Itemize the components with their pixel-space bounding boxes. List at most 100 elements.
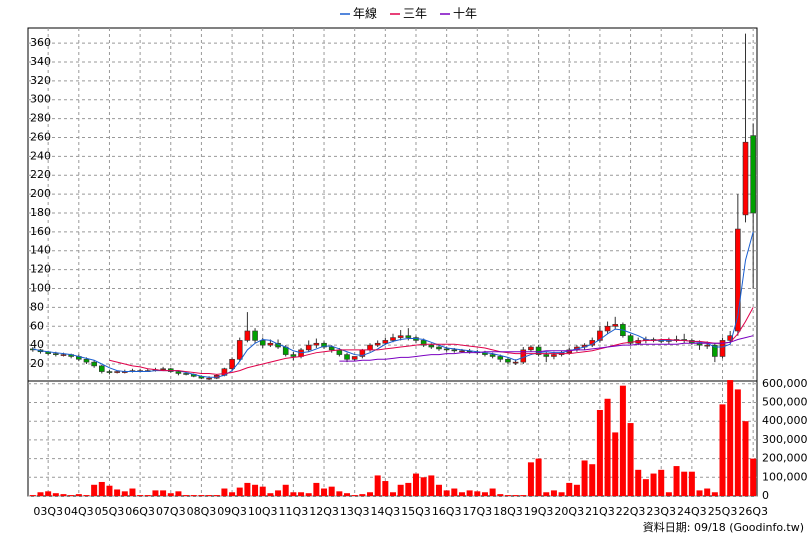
volume-bar xyxy=(259,486,266,496)
y-tick-label: 320 xyxy=(30,74,51,87)
volume-bar xyxy=(313,482,320,496)
volume-bar xyxy=(696,490,703,496)
volume-bar xyxy=(612,432,619,496)
volume-bar xyxy=(305,493,312,496)
volume-bar xyxy=(167,493,174,496)
candle-body xyxy=(106,371,113,373)
volume-bar xyxy=(29,495,36,496)
volume-bar xyxy=(45,491,52,496)
candle-body xyxy=(252,330,258,341)
candle-body xyxy=(712,344,718,357)
volume-bar xyxy=(144,495,151,496)
volume-bar xyxy=(619,385,626,496)
volume-bar xyxy=(344,493,351,496)
candle-body xyxy=(236,340,243,360)
candle-body xyxy=(528,346,534,351)
volume-bar xyxy=(236,487,243,496)
y-tick-label: 140 xyxy=(30,244,51,257)
candle-body xyxy=(390,337,396,341)
candle-body xyxy=(374,342,381,346)
volume-bar xyxy=(390,492,396,496)
y2-tick-label: 200,000 xyxy=(762,452,808,465)
y-tick-label: 60 xyxy=(30,319,44,332)
volume-bar xyxy=(68,495,75,496)
y-tick-label: 100 xyxy=(30,282,51,295)
volume-bar xyxy=(451,488,458,496)
y-tick-label: 340 xyxy=(30,55,51,68)
y2-tick-label: 400,000 xyxy=(762,414,808,427)
footnote: 資料日期: 09/18 (Goodinfo.tw) xyxy=(643,520,804,534)
volume-bar xyxy=(520,495,527,496)
candle-body xyxy=(597,330,603,341)
volume-bar xyxy=(604,398,611,496)
x-tick-label: 20Q3 xyxy=(554,505,584,518)
candle-body xyxy=(512,361,519,364)
candle-body xyxy=(704,344,710,347)
plot-frame xyxy=(27,27,758,497)
volume-bar xyxy=(504,495,511,496)
volume-bar xyxy=(213,495,220,496)
ma-line xyxy=(339,335,754,362)
candle-body xyxy=(160,368,166,371)
volume-bar xyxy=(190,495,197,496)
volume-bar xyxy=(206,495,213,496)
candle-body xyxy=(305,344,312,351)
x-tick-label: 24Q3 xyxy=(677,505,707,518)
volume-bar xyxy=(152,490,159,496)
candle-body xyxy=(259,340,266,346)
volume-bar xyxy=(60,494,67,496)
volume-bar xyxy=(198,495,205,496)
candle-body xyxy=(735,228,741,332)
volume-bar xyxy=(405,482,412,496)
y-tick-label: 120 xyxy=(30,263,51,276)
volume-bar xyxy=(106,485,113,496)
volume-bar xyxy=(681,471,688,496)
volume-bar xyxy=(466,490,473,496)
candle-body xyxy=(290,354,297,357)
volume-bar xyxy=(589,464,596,496)
volume-bar xyxy=(719,404,726,496)
candle-body xyxy=(183,373,189,375)
candle-body xyxy=(543,354,550,357)
candle-body xyxy=(60,354,67,356)
y-tick-label: 360 xyxy=(30,36,51,49)
candle-body xyxy=(443,348,450,351)
x-tick-label: 16Q3 xyxy=(432,505,462,518)
volume-bar xyxy=(481,492,488,496)
volume-bar xyxy=(420,477,427,496)
legend-label: 三年 xyxy=(403,7,427,21)
volume-bar xyxy=(435,484,442,496)
volume-bar xyxy=(742,421,749,496)
candle-body xyxy=(114,371,120,373)
volume-bar xyxy=(160,490,167,496)
volume-bar xyxy=(458,492,465,496)
candle-body xyxy=(436,346,442,350)
volume-bar xyxy=(121,491,128,496)
volume-bar xyxy=(244,482,251,496)
y-tick-label: 200 xyxy=(30,187,51,200)
volume-bar xyxy=(252,484,259,496)
x-tick-label: 23Q3 xyxy=(646,505,676,518)
candle-body xyxy=(604,325,611,332)
volume-bar xyxy=(573,484,580,496)
candle-body xyxy=(91,361,97,367)
candle-body xyxy=(551,354,557,357)
candle-body xyxy=(397,335,404,338)
y-tick-label: 180 xyxy=(30,206,51,219)
x-tick-label: 05Q3 xyxy=(95,505,125,518)
volume-bar xyxy=(550,490,557,496)
candle-body xyxy=(750,135,756,214)
x-tick-label: 03Q3 xyxy=(33,505,63,518)
volume-bar xyxy=(91,484,98,496)
volume-bar xyxy=(83,495,90,496)
volume-bar xyxy=(98,481,105,496)
volume-bar xyxy=(543,492,550,496)
volume-bar xyxy=(351,495,358,496)
x-tick-label: 15Q3 xyxy=(401,505,431,518)
volume-bar xyxy=(627,423,634,496)
volume-bar xyxy=(558,492,565,496)
ma-line xyxy=(109,307,754,375)
candle-body xyxy=(351,356,358,360)
candle-body xyxy=(267,342,274,346)
